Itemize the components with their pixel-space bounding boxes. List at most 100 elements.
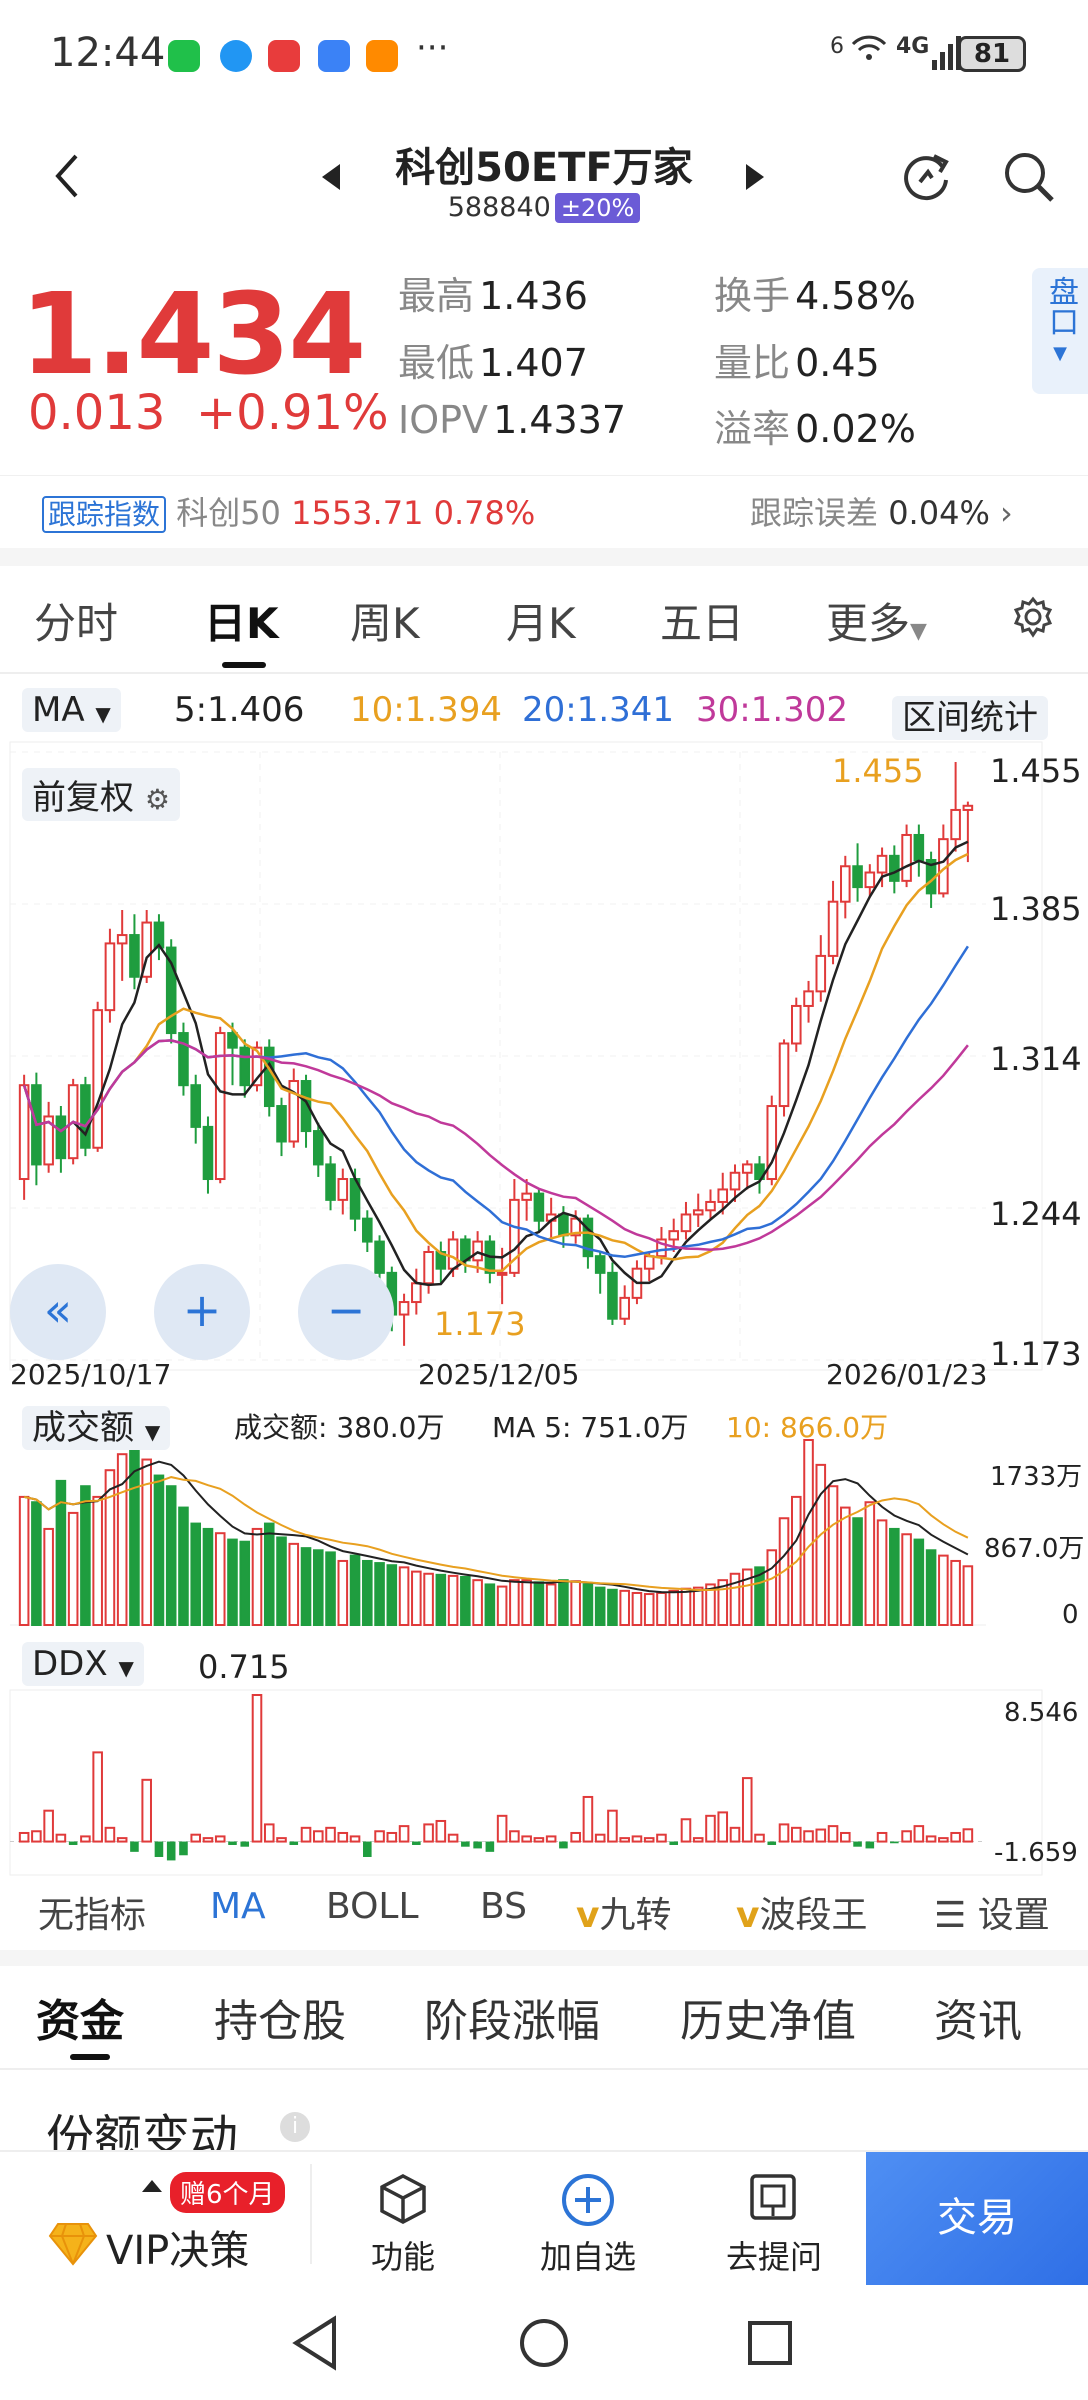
chart-settings-icon[interactable] bbox=[1012, 596, 1054, 638]
ddx-bar bbox=[435, 1819, 447, 1843]
ddx-bar bbox=[570, 1831, 581, 1843]
iopv-value: 1.4337 bbox=[493, 398, 627, 442]
tab-more[interactable]: 更多▼ bbox=[826, 590, 927, 651]
ind-jiuzhuan-label: 九转 bbox=[599, 1895, 672, 1936]
back-icon[interactable] bbox=[52, 152, 82, 200]
tab-weekly-k[interactable]: 周K bbox=[350, 599, 420, 648]
volume-bar bbox=[607, 1588, 618, 1627]
ma5-line bbox=[22, 840, 969, 1287]
more-notifications-icon: ··· bbox=[416, 28, 449, 68]
nav-home-icon[interactable] bbox=[518, 2317, 570, 2369]
candle-body bbox=[717, 1188, 729, 1203]
candle-body bbox=[472, 1240, 483, 1262]
fq-toggle[interactable]: 前复权 ⚙ bbox=[22, 768, 180, 821]
ind-boll[interactable]: BOLL bbox=[326, 1886, 419, 1927]
tab-news[interactable]: 资讯 bbox=[934, 1996, 1022, 2047]
tab-nav-history[interactable]: 历史净值 bbox=[680, 1996, 856, 2047]
search-icon[interactable] bbox=[1002, 150, 1056, 204]
ind-jiuzhuan[interactable]: v九转 bbox=[576, 1886, 671, 1938]
scroll-left-button[interactable]: « bbox=[10, 1264, 106, 1360]
candle-body bbox=[92, 1009, 103, 1149]
volume-bar bbox=[754, 1566, 765, 1627]
volume-bar bbox=[362, 1559, 373, 1626]
volume-bar bbox=[251, 1527, 263, 1626]
candle-body bbox=[656, 1238, 667, 1258]
ddx-bar bbox=[55, 1833, 67, 1843]
tab-five-day[interactable]: 五日 bbox=[660, 599, 745, 648]
zoom-in-button[interactable]: + bbox=[154, 1264, 250, 1360]
volume-bar bbox=[435, 1573, 447, 1627]
index-value: 1553.71 bbox=[291, 494, 424, 532]
ma20-line bbox=[22, 945, 969, 1259]
info-icon[interactable]: i bbox=[280, 2112, 310, 2142]
tab-funds[interactable]: 资金 bbox=[36, 1996, 124, 2047]
section-gap bbox=[0, 1950, 1088, 1966]
pankou-button[interactable]: 盘口 ▼ bbox=[1032, 268, 1088, 394]
tab-intraday[interactable]: 分时 bbox=[34, 599, 119, 648]
caret-down-icon: ▼ bbox=[95, 702, 111, 726]
func-button[interactable]: 功能 bbox=[370, 2238, 435, 2276]
ddx-bar bbox=[890, 1841, 899, 1844]
ind-settings[interactable]: ☰ 设置 bbox=[934, 1886, 1050, 1938]
active-tab-indicator bbox=[222, 662, 266, 668]
volume-bar bbox=[668, 1589, 680, 1627]
ddx-selector[interactable]: DDX ▼ bbox=[22, 1642, 144, 1686]
ddx-bar bbox=[607, 1809, 618, 1843]
clock: 12:44 bbox=[50, 30, 166, 76]
low-label: 最低 bbox=[398, 341, 475, 385]
volume-bar bbox=[484, 1583, 496, 1627]
wifi-icon: 6 bbox=[830, 32, 887, 62]
kline-chart[interactable] bbox=[0, 740, 1088, 1880]
ind-ma[interactable]: MA bbox=[210, 1886, 266, 1927]
range-stats-button[interactable]: 区间统计 bbox=[892, 690, 1048, 740]
nav-recent-icon[interactable] bbox=[746, 2319, 794, 2367]
candle-body bbox=[521, 1192, 532, 1201]
ddx-tick-1: 8.546 bbox=[1004, 1698, 1079, 1728]
tracking-row[interactable]: 跟踪指数 科创50 1553.71 0.78% 跟踪误差 0.04% › bbox=[0, 475, 1088, 547]
volume-selector[interactable]: 成交额 ▼ bbox=[22, 1400, 171, 1450]
tab-holdings[interactable]: 持仓股 bbox=[214, 1996, 346, 2047]
wechat-icon bbox=[168, 40, 200, 72]
refresh-icon[interactable] bbox=[898, 148, 954, 204]
caret-down-icon: ▼ bbox=[144, 1420, 161, 1444]
ddx-bar bbox=[423, 1823, 434, 1843]
ddx-bar bbox=[692, 1837, 704, 1843]
ddx-tick-2: -1.659 bbox=[994, 1838, 1078, 1868]
add-watch-button[interactable]: 加自选 bbox=[539, 2238, 636, 2276]
ind-bs[interactable]: BS bbox=[480, 1886, 527, 1927]
ind-none[interactable]: 无指标 bbox=[38, 1895, 147, 1936]
zoom-out-button[interactable]: − bbox=[298, 1264, 394, 1360]
index-pct: 0.78% bbox=[433, 494, 536, 532]
browser-icon bbox=[220, 40, 252, 72]
trade-button[interactable]: 交易 bbox=[866, 2152, 1088, 2285]
ddx-bar bbox=[778, 1823, 790, 1843]
volume-bar bbox=[18, 1495, 30, 1626]
volume-bar bbox=[533, 1581, 545, 1627]
nav-back-icon[interactable] bbox=[290, 2315, 340, 2371]
tab-daily-k[interactable]: 日K bbox=[204, 599, 279, 648]
ask-button[interactable]: 去提问 bbox=[725, 2238, 822, 2276]
volume-bar bbox=[178, 1506, 189, 1626]
ind-settings-label: 设置 bbox=[977, 1895, 1050, 1936]
candle-body bbox=[509, 1198, 520, 1274]
vip-button[interactable]: VIP决策 bbox=[106, 2228, 250, 2274]
tab-stage-gain[interactable]: 阶段涨幅 bbox=[424, 1996, 600, 2047]
volume-bar bbox=[631, 1591, 643, 1626]
ind-boduanwang[interactable]: v波段王 bbox=[736, 1886, 867, 1938]
prev-stock-icon[interactable] bbox=[320, 162, 342, 192]
ma-selector[interactable]: MA ▼ bbox=[22, 688, 121, 732]
ddx-bar bbox=[496, 1814, 508, 1843]
pankou-arrow-icon: ▼ bbox=[1053, 343, 1067, 364]
candle-body bbox=[362, 1217, 373, 1243]
next-stock-icon[interactable] bbox=[744, 162, 766, 192]
ddx-bar bbox=[680, 1818, 692, 1843]
ddx-bar bbox=[18, 1831, 30, 1843]
ddx-bar bbox=[80, 1835, 91, 1843]
candle-body bbox=[594, 1255, 606, 1274]
tab-monthly-k[interactable]: 月K bbox=[506, 599, 576, 648]
ddx-bar bbox=[386, 1831, 398, 1843]
candle-body bbox=[913, 833, 925, 861]
candle-body bbox=[692, 1209, 704, 1216]
volume-bar bbox=[545, 1583, 557, 1627]
candle-body bbox=[680, 1213, 692, 1233]
